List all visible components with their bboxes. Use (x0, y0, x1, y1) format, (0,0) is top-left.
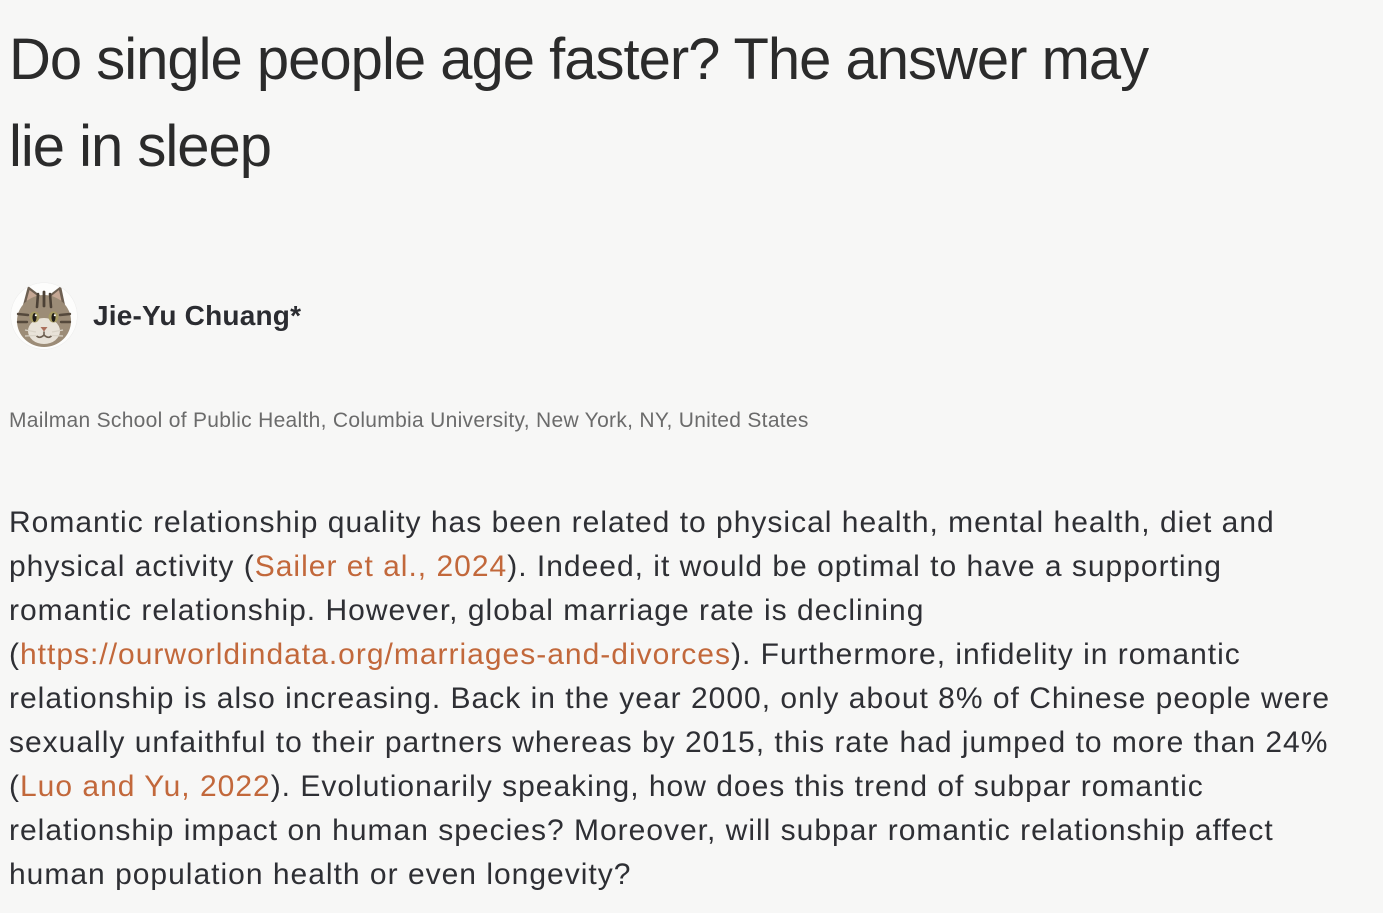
citation-link-luo-yu-2022[interactable]: Luo and Yu, 2022 (20, 770, 271, 803)
paragraph-line: (Luo and Yu, 2022). Evolutionarily speak… (9, 765, 1355, 809)
paragraph-line: (https://ourworldindata.org/marriages-an… (9, 633, 1355, 677)
paragraph-text: ). Indeed, it would be optimal to have a… (507, 550, 1222, 583)
page-title-line: Do single people age faster? The answer … (9, 27, 1149, 92)
page-title-line: lie in sleep (9, 114, 272, 179)
paragraph-text: romantic relationship. However, global m… (9, 594, 925, 627)
paragraph-text: ( (9, 770, 20, 803)
url-link-ourworldindata[interactable]: https://ourworldindata.org/marriages-and… (20, 638, 731, 671)
cat-avatar-image (11, 283, 77, 349)
paragraph-line: relationship is also increasing. Back in… (9, 677, 1355, 721)
paragraph-text: relationship is also increasing. Back in… (9, 682, 1331, 715)
paragraph-text: Romantic relationship quality has been r… (9, 506, 1275, 539)
paragraph-text: ). Furthermore, infidelity in romantic (730, 638, 1241, 671)
paragraph-line: physical activity (Sailer et al., 2024).… (9, 545, 1355, 589)
author-avatar[interactable] (11, 283, 77, 349)
paragraph-text: human population health or even longevit… (9, 858, 632, 891)
page-title: Do single people age faster? The answer … (9, 16, 1355, 190)
citation-link-sailer-2024[interactable]: Sailer et al., 2024 (254, 550, 508, 583)
paragraph-line: romantic relationship. However, global m… (9, 589, 1355, 633)
paragraph-line: Romantic relationship quality has been r… (9, 501, 1355, 545)
author-row: Jie-Yu Chuang* (9, 283, 1355, 349)
paragraph-line: human population health or even longevit… (9, 853, 1355, 897)
article-paragraph: Romantic relationship quality has been r… (9, 501, 1355, 897)
paragraph-line: sexually unfaithful to their partners wh… (9, 721, 1355, 765)
paragraph-text: sexually unfaithful to their partners wh… (9, 726, 1329, 759)
paragraph-line: relationship impact on human species? Mo… (9, 809, 1355, 853)
paragraph-text: ( (9, 638, 20, 671)
author-name[interactable]: Jie-Yu Chuang* (93, 300, 302, 331)
paragraph-text: ). Evolutionarily speaking, how does thi… (270, 770, 1204, 803)
paragraph-text: relationship impact on human species? Mo… (9, 814, 1274, 847)
paragraph-text: physical activity ( (9, 550, 255, 583)
affiliation: Mailman School of Public Health, Columbi… (9, 409, 809, 432)
